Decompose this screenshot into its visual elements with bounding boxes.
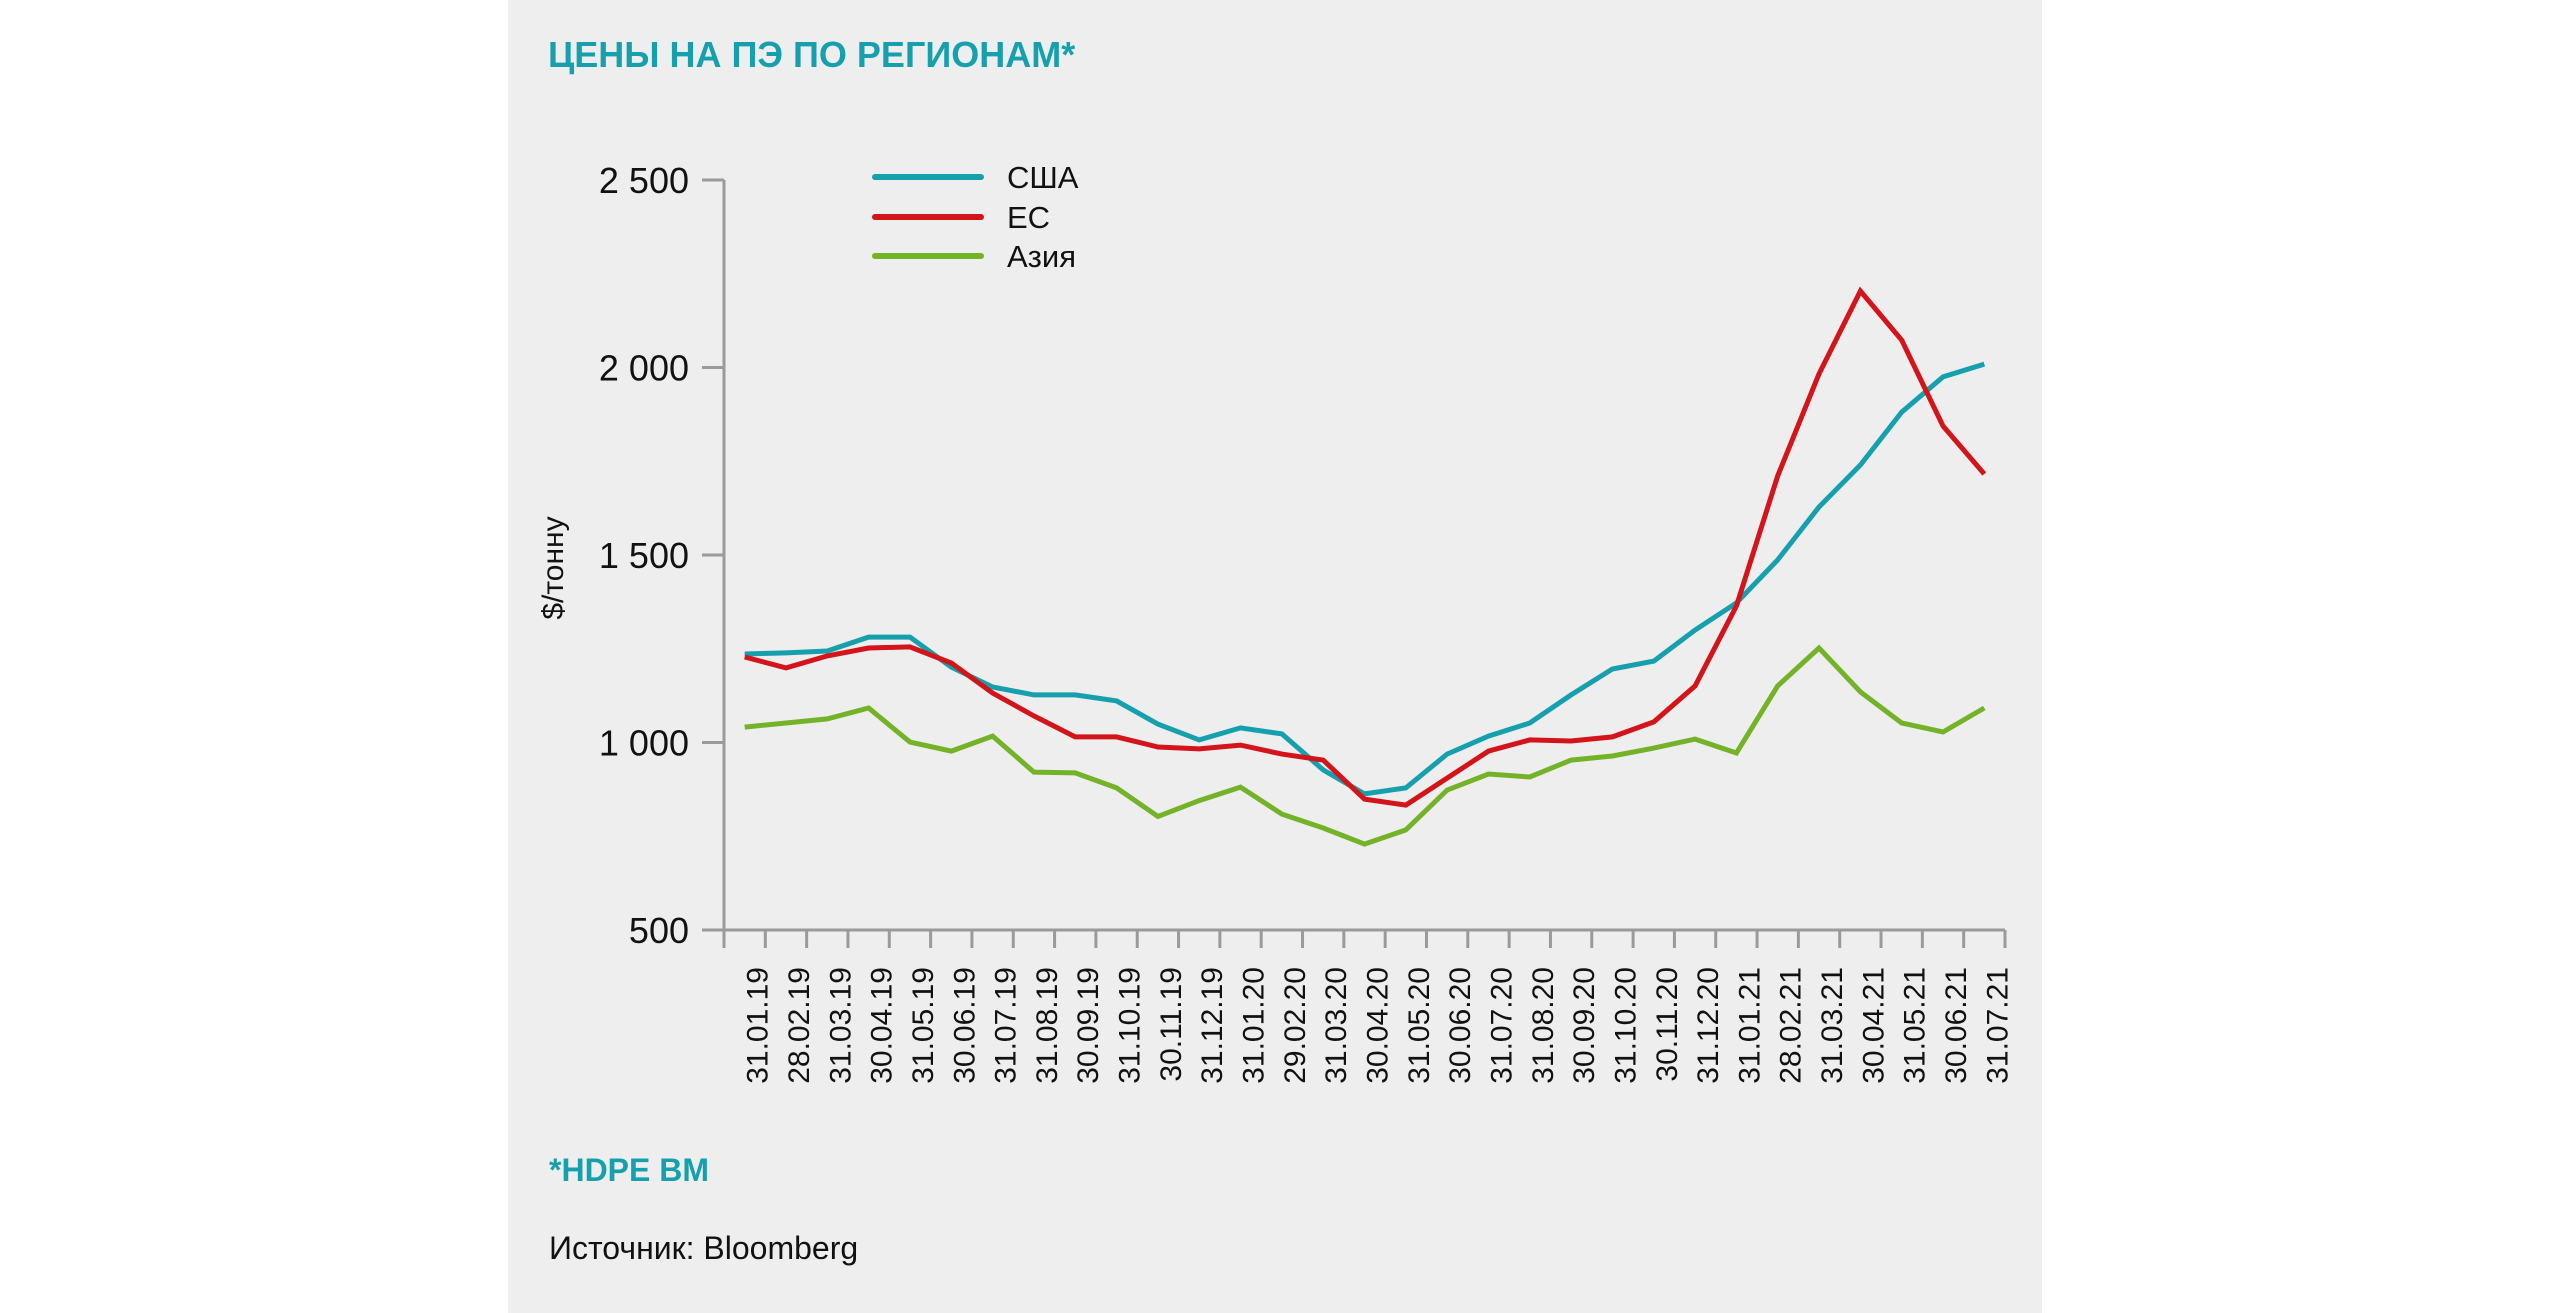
x-tick-label: 28.02.19 (783, 967, 816, 1084)
axes (702, 180, 2005, 948)
series-line-asia (744, 644, 1986, 847)
y-tick-label: 500 (629, 910, 689, 951)
x-tick-label: 30.09.20 (1568, 967, 1601, 1084)
x-tick-label: 30.06.21 (1940, 967, 1973, 1084)
legend-label-usa: США (1007, 160, 1079, 195)
y-tick-label: 2 500 (599, 160, 689, 201)
x-tick-label: 31.07.20 (1485, 967, 1518, 1084)
x-tick-label: 31.03.21 (1816, 967, 1849, 1084)
legend-label-eu: ЕС (1007, 200, 1050, 235)
source-note: Источник: Bloomberg (549, 1230, 859, 1266)
x-tick-label: 31.10.19 (1114, 967, 1147, 1084)
chart-panel (508, 0, 2042, 1313)
y-tick-label: 1 000 (599, 723, 689, 764)
x-tick-label: 28.02.21 (1775, 967, 1808, 1084)
series-lines (744, 286, 1987, 847)
x-tick-label: 31.05.19 (907, 967, 940, 1084)
x-tick-label: 31.07.21 (1981, 967, 2014, 1084)
chart-title: ЦЕНЫ НА ПЭ ПО РЕГИОНАМ* (548, 34, 1076, 75)
x-tick-label: 30.04.19 (866, 967, 899, 1084)
x-axis-ticks: 31.01.19 28.02.19 31.03.19 30.04.19 31.05.19… (742, 930, 2014, 1084)
x-tick-label: 31.08.20 (1527, 967, 1560, 1084)
y-axis-ticks: 500 1 000 1 500 2 000 2 500 (599, 160, 724, 951)
x-tick-label: 30.04.20 (1362, 967, 1395, 1084)
legend: США ЕС Азия (872, 160, 1079, 274)
x-tick-label: 31.12.20 (1692, 967, 1725, 1084)
x-tick-label: 31.03.20 (1320, 967, 1353, 1084)
series-line-eu (744, 286, 1987, 808)
x-tick-label: 30.09.19 (1072, 967, 1105, 1084)
x-tick-label: 30.04.21 (1857, 967, 1890, 1084)
x-tick-label: 31.01.21 (1733, 967, 1766, 1084)
x-tick-label: 31.12.19 (1196, 967, 1229, 1084)
x-tick-label: 31.01.19 (742, 967, 775, 1084)
x-tick-label: 31.07.19 (990, 967, 1023, 1084)
x-tick-label: 31.03.19 (824, 967, 857, 1084)
y-tick-label: 2 000 (599, 348, 689, 389)
x-tick-label: 30.11.20 (1651, 967, 1684, 1082)
x-tick-label: 31.05.20 (1403, 967, 1436, 1084)
x-tick-label: 31.05.21 (1899, 967, 1932, 1084)
x-tick-label: 31.01.20 (1238, 967, 1271, 1084)
x-tick-label: 31.10.20 (1609, 967, 1642, 1084)
x-tick-label: 30.06.20 (1444, 967, 1477, 1084)
y-tick-label: 1 500 (599, 535, 689, 576)
x-tick-label: 31.08.19 (1031, 967, 1064, 1084)
x-tick-label: 30.06.19 (948, 967, 981, 1084)
footnote: *HDPE BM (549, 1152, 710, 1188)
x-tick-label: 30.11.19 (1155, 967, 1188, 1082)
x-tick-label: 29.02.20 (1279, 967, 1312, 1084)
y-axis-label: $/тонну (537, 516, 570, 619)
legend-label-asia: Азия (1007, 239, 1076, 274)
